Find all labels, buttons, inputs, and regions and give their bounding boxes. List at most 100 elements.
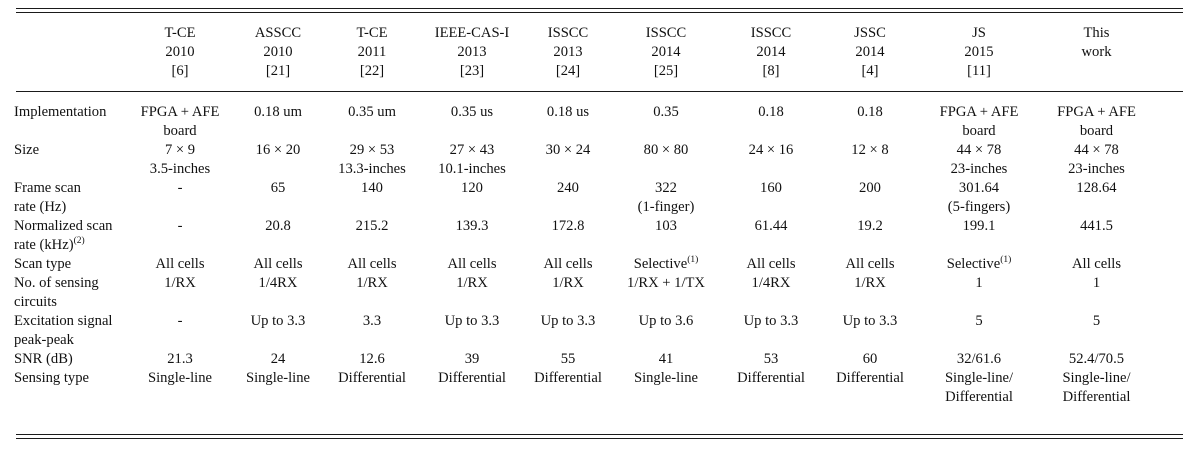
cell-line: 322	[610, 179, 722, 198]
cell-text: 24	[270, 351, 286, 367]
cell-text: 128.64	[1076, 180, 1117, 196]
table-cell: Differential	[326, 369, 418, 407]
column-header-line: ISSCC	[547, 25, 589, 41]
cell-line: 1/4RX	[722, 274, 820, 293]
cell-line: -	[130, 217, 230, 236]
cell-text: Up to 3.3	[444, 313, 500, 329]
column-header-line: ASSCC	[254, 25, 302, 41]
cell-line: 39	[418, 350, 526, 369]
row-label-line: Sensing type	[14, 369, 130, 388]
row-label: SNR (dB)	[14, 350, 130, 369]
cell-line: 3.5-inches	[130, 160, 230, 179]
cell-text: All cells	[155, 256, 205, 272]
column-header-line: 2013	[457, 44, 487, 60]
cell-text: 21.3	[167, 351, 193, 367]
cell-text: 61.44	[754, 218, 788, 234]
table-cell: 1/RX	[326, 274, 418, 312]
table-row: Implementation FPGA + AFE board 0.18 um 0.35…	[14, 103, 1155, 141]
table-row: No. of sensing circuits 1/RX 1/4RX 1/RX 1/RX 1…	[14, 274, 1155, 312]
cell-text: 30 × 24	[545, 142, 591, 158]
cell-text: Differential	[836, 370, 904, 386]
cell-text: 29 × 53	[349, 142, 395, 158]
cell-text: -	[177, 180, 183, 196]
cell-line: 441.5	[1038, 217, 1155, 236]
column-header-line: ISSCC	[750, 25, 792, 41]
cell-line: 24 × 16	[722, 141, 820, 160]
table-cell: 19.2	[820, 217, 920, 255]
cell-text: All cells	[746, 256, 796, 272]
table-cell: Up to 3.3	[526, 312, 610, 350]
cell-line: Differential	[722, 369, 820, 388]
column-header: ISSCC 2013 [24]	[526, 24, 610, 86]
cell-text: 172.8	[551, 218, 585, 234]
cell-text: 24 × 16	[748, 142, 794, 158]
column-header-line: 2015	[964, 44, 994, 60]
cell-text: 301.64	[958, 180, 1000, 196]
table-cell: 128.64	[1038, 179, 1155, 217]
column-header: ISSCC 2014 [25]	[610, 24, 722, 86]
table-row: Excitation signal peak-peak - Up to 3.3 3.3 U…	[14, 312, 1155, 350]
column-header-line: T-CE	[164, 25, 196, 41]
row-label-line: Normalized scan	[14, 217, 130, 236]
cell-line: 199.1	[920, 217, 1038, 236]
column-header: ASSCC 2010 [21]	[230, 24, 326, 86]
cell-text: FPGA + AFE	[939, 104, 1019, 120]
cell-line: 5	[920, 312, 1038, 331]
cell-line: 13.3-inches	[326, 160, 418, 179]
cell-line: 139.3	[418, 217, 526, 236]
column-header-line: [6]	[171, 63, 189, 79]
cell-line: Differential	[526, 369, 610, 388]
table-cell: Single-line	[610, 369, 722, 407]
cell-line: Up to 3.3	[418, 312, 526, 331]
row-label-text: Implementation	[14, 104, 107, 120]
cell-text: 139.3	[455, 218, 489, 234]
cell-line: 0.18	[820, 103, 920, 122]
column-header-line: [22]	[359, 63, 385, 79]
column-header-line: 2011	[357, 44, 387, 60]
table-cell: 1	[920, 274, 1038, 312]
cell-text: board	[163, 123, 197, 139]
row-label-line: Frame scan	[14, 179, 130, 198]
table-cell: 39	[418, 350, 526, 369]
row-label: Size	[14, 141, 130, 179]
comparison-table: T-CE 2010 [6] ASSCC 2010 [21] T-CE 2011 [22] IEEE…	[14, 24, 1155, 407]
table-cell: 41	[610, 350, 722, 369]
header-gap	[14, 86, 1155, 103]
cell-line: 1	[1038, 274, 1155, 293]
table-cell: -	[130, 179, 230, 217]
cell-text: Up to 3.3	[743, 313, 799, 329]
table-cell: Differential	[722, 369, 820, 407]
cell-line: 44 × 78	[1038, 141, 1155, 160]
cell-text: Single-line	[633, 370, 699, 386]
column-header-line: 2014	[651, 44, 681, 60]
column-header-line: [11]	[967, 63, 991, 79]
cell-line: Differential	[820, 369, 920, 388]
cell-line: 60	[820, 350, 920, 369]
cell-line: 52.4/70.5	[1038, 350, 1155, 369]
table-cell: 7 × 9 3.5-inches	[130, 141, 230, 179]
cell-line: 20.8	[230, 217, 326, 236]
cell-line: Up to 3.3	[230, 312, 326, 331]
table-cell: 1	[1038, 274, 1155, 312]
cell-line: 1/RX + 1/TX	[610, 274, 722, 293]
table-cell: 215.2	[326, 217, 418, 255]
cell-line: 12 × 8	[820, 141, 920, 160]
cell-line: Up to 3.3	[526, 312, 610, 331]
row-label-text: Excitation signal	[14, 313, 113, 329]
cell-line: FPGA + AFE	[1038, 103, 1155, 122]
cell-text: 10.1-inches	[438, 161, 506, 177]
cell-line: Differential	[1038, 388, 1155, 407]
row-label: Frame scan rate (Hz)	[14, 179, 130, 217]
cell-text: 44 × 78	[1074, 142, 1119, 158]
cell-line: 7 × 9	[130, 141, 230, 160]
cell-text: 60	[862, 351, 878, 367]
cell-line: -	[130, 312, 230, 331]
table-cell: 24 × 16	[722, 141, 820, 179]
cell-line: Up to 3.3	[820, 312, 920, 331]
row-label: No. of sensing circuits	[14, 274, 130, 312]
table-cell: Single-line/Differential	[1038, 369, 1155, 407]
table-row: Size 7 × 9 3.5-inches 16 × 20 29 × 53 13.3-in…	[14, 141, 1155, 179]
row-label: Sensing type	[14, 369, 130, 407]
table-cell: 0.35 um	[326, 103, 418, 141]
table-cell: 0.18	[820, 103, 920, 141]
